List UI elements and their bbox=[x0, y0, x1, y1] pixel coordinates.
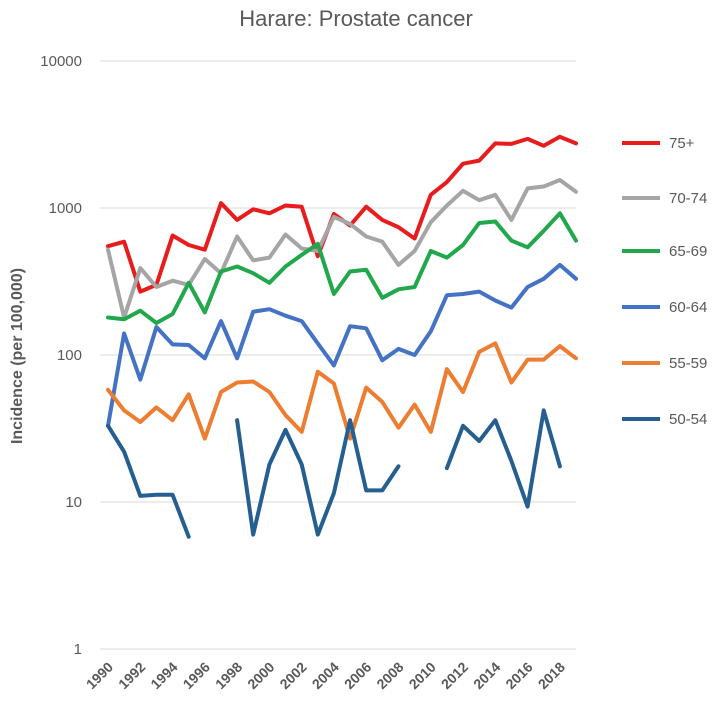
series-line-segment bbox=[235, 418, 401, 537]
series-line-segment bbox=[106, 211, 578, 325]
series-50-54 bbox=[106, 408, 562, 539]
series-70-74 bbox=[106, 178, 578, 320]
series-line-segment bbox=[106, 178, 578, 320]
x-tick-label: 1994 bbox=[147, 659, 180, 692]
x-axis-ticks: 1990199219941996199820002002200420062008… bbox=[83, 659, 568, 692]
x-tick-label: 2012 bbox=[438, 659, 471, 692]
series-line-segment bbox=[444, 408, 562, 509]
x-tick-label: 1998 bbox=[212, 659, 245, 692]
x-tick-label: 2014 bbox=[470, 659, 503, 692]
series-65-69 bbox=[106, 211, 578, 325]
x-tick-label: 2016 bbox=[502, 659, 535, 692]
y-tick-label: 1000 bbox=[49, 200, 82, 217]
y-axis-ticks: 1 10 100 1000 10000 bbox=[40, 53, 82, 658]
legend-item: 50-54 bbox=[622, 411, 707, 428]
x-tick-label: 2010 bbox=[406, 659, 439, 692]
x-tick-label: 1996 bbox=[180, 659, 213, 692]
chart-title: Harare: Prostate cancer bbox=[239, 6, 473, 31]
series-line-segment bbox=[106, 262, 578, 428]
x-tick-label: 2008 bbox=[373, 659, 406, 692]
legend-item: 75+ bbox=[622, 135, 695, 152]
series-60-64 bbox=[106, 262, 578, 428]
y-axis-label: Incidence (per 100,000) bbox=[9, 268, 26, 444]
legend-label: 60-64 bbox=[669, 299, 707, 316]
x-tick-label: 2018 bbox=[535, 659, 568, 692]
x-tick-label: 2000 bbox=[244, 659, 277, 692]
series-55-59 bbox=[106, 341, 578, 441]
series-line-segment bbox=[106, 341, 578, 441]
legend-item: 60-64 bbox=[622, 299, 707, 316]
legend-label: 70-74 bbox=[669, 190, 707, 207]
y-tick-label: 10000 bbox=[40, 53, 82, 70]
x-tick-label: 2002 bbox=[276, 659, 309, 692]
legend-label: 75+ bbox=[669, 135, 695, 152]
legend-label: 55-59 bbox=[669, 355, 707, 372]
series-line-segment bbox=[106, 423, 191, 539]
y-tick-label: 100 bbox=[57, 347, 82, 364]
legend: 75+ 70-74 65-69 60-64 55-59 50-54 bbox=[622, 135, 707, 428]
y-tick-label: 10 bbox=[65, 494, 82, 511]
legend-label: 50-54 bbox=[669, 411, 707, 428]
x-tick-label: 2006 bbox=[341, 659, 374, 692]
legend-item: 70-74 bbox=[622, 190, 707, 207]
y-tick-label: 1 bbox=[74, 641, 82, 658]
x-tick-label: 1990 bbox=[83, 659, 116, 692]
legend-item: 55-59 bbox=[622, 355, 707, 372]
x-tick-label: 1992 bbox=[115, 659, 148, 692]
series-lines bbox=[106, 134, 578, 539]
legend-label: 65-69 bbox=[669, 243, 707, 260]
legend-item: 65-69 bbox=[622, 243, 707, 260]
x-tick-label: 2004 bbox=[309, 659, 342, 692]
